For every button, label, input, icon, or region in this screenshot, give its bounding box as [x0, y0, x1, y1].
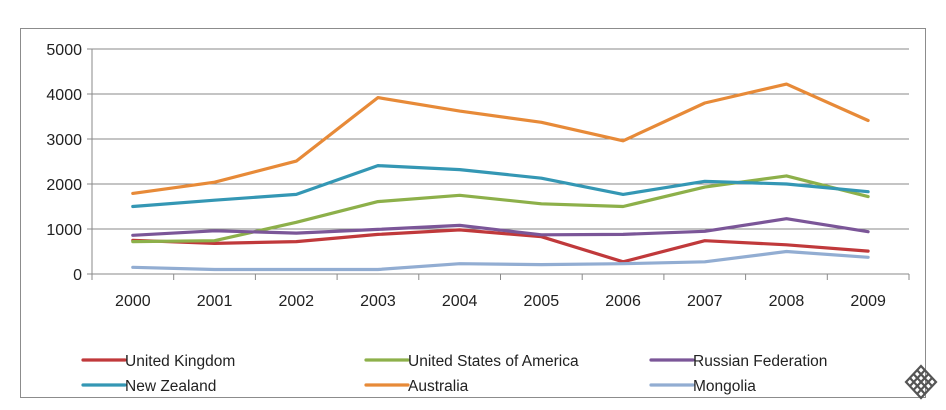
x-tick-label: 2007	[687, 293, 723, 310]
x-tick-label: 2000	[115, 293, 151, 310]
x-tick-label: 2005	[524, 293, 560, 310]
legend-label-united-kingdom: United Kingdom	[125, 353, 235, 370]
legend-label-australia: Australia	[408, 378, 469, 395]
x-tick-label: 2004	[442, 293, 478, 310]
knot-logo-icon	[904, 364, 938, 400]
series-line-united-kingdom	[131, 228, 870, 264]
y-tick-label: 1000	[46, 222, 82, 239]
series-line-mongolia	[131, 249, 870, 272]
x-tick-label: 2006	[605, 293, 641, 310]
legend-label-united-states-of-america: United States of America	[408, 353, 579, 370]
y-axis-ticks: 0 1000 2000 3000 4000 5000	[46, 42, 82, 284]
legend-label-russian-federation: Russian Federation	[693, 353, 827, 370]
y-tick-label: 2000	[46, 177, 82, 194]
series-line-australia	[131, 82, 870, 195]
y-tick-label: 4000	[46, 87, 82, 104]
axes	[87, 48, 910, 280]
x-tick-label: 2001	[197, 293, 233, 310]
y-tick-label: 5000	[46, 42, 82, 59]
x-axis-ticks: 2000 2001 2002 2003 2004 2005 2006 2007 2008 2009	[115, 293, 886, 310]
series-line-russian-federation	[131, 217, 870, 237]
x-tick-label: 2008	[769, 293, 805, 310]
x-tick-label: 2009	[850, 293, 886, 310]
legend-label-mongolia: Mongolia	[693, 378, 756, 395]
x-tick-label: 2003	[360, 293, 396, 310]
y-tick-label: 0	[73, 267, 82, 284]
gridlines	[92, 48, 909, 275]
chart-frame: 0 1000 2000 3000 4000 5000 2000 2001 2002 2003 20…	[20, 28, 926, 398]
x-tick-label: 2002	[278, 293, 314, 310]
legend-label-new-zealand: New Zealand	[125, 378, 216, 395]
series-lines	[131, 82, 870, 272]
legend: United Kingdom United States of America Ru…	[81, 353, 827, 395]
series-line-new-zealand	[131, 164, 870, 209]
y-tick-label: 3000	[46, 132, 82, 149]
